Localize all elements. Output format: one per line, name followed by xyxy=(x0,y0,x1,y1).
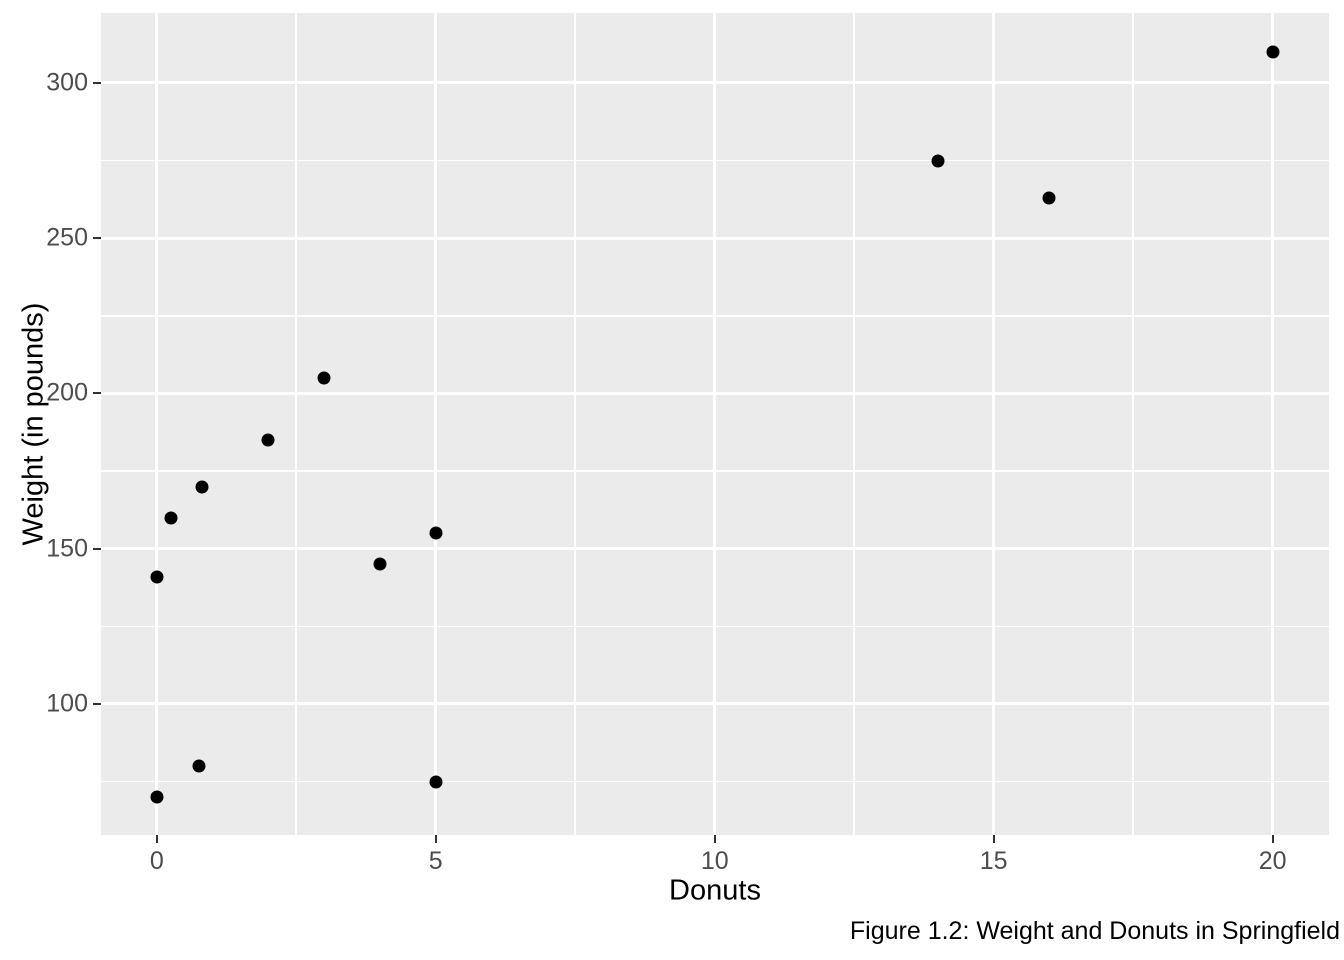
data-point xyxy=(261,433,275,447)
gridline-x-major xyxy=(434,13,438,835)
y-axis-tick-label: 300 xyxy=(46,68,88,97)
x-axis-tick xyxy=(155,835,158,843)
figure-caption: Figure 1.2: Weight and Donuts in Springf… xyxy=(849,917,1340,945)
x-axis-tick xyxy=(992,835,995,843)
x-axis-tick-label: 0 xyxy=(149,847,164,875)
gridline-x-minor xyxy=(1132,13,1134,835)
y-axis-tick-label: 150 xyxy=(46,534,88,563)
data-point xyxy=(1042,191,1056,205)
gridline-y-major xyxy=(101,236,1329,240)
y-axis-tick xyxy=(93,81,101,84)
gridline-x-major xyxy=(155,13,159,835)
gridline-x-minor xyxy=(574,13,577,835)
data-point xyxy=(931,154,945,167)
data-point xyxy=(429,775,443,789)
data-point xyxy=(1266,45,1280,59)
gridline-x-major xyxy=(713,13,717,835)
x-axis-tick-label: 15 xyxy=(979,847,1008,875)
gridline-x-major xyxy=(1271,13,1275,835)
y-axis-tick-label: 200 xyxy=(46,378,88,407)
x-axis-title: Donuts xyxy=(669,874,761,907)
data-point xyxy=(373,557,387,571)
x-axis-tick-label: 5 xyxy=(428,847,443,875)
y-axis-tick xyxy=(93,392,101,395)
gridline-y-major xyxy=(101,702,1329,706)
data-point xyxy=(317,371,331,385)
gridline-y-major xyxy=(101,547,1329,551)
data-point xyxy=(150,790,164,804)
data-point xyxy=(195,480,209,494)
plot-panel xyxy=(101,13,1329,835)
x-axis-tick-label: 10 xyxy=(700,847,729,875)
gridline-y-major xyxy=(101,391,1329,395)
y-axis-tick xyxy=(93,547,101,550)
gridline-x-minor xyxy=(853,13,855,835)
x-axis-tick xyxy=(713,835,716,843)
x-axis-tick xyxy=(434,835,437,843)
data-point xyxy=(150,570,164,584)
y-axis-tick-label: 100 xyxy=(46,689,88,718)
data-point xyxy=(429,526,443,540)
gridline-x-major xyxy=(992,13,996,835)
data-point xyxy=(164,511,178,525)
x-axis-tick-label: 20 xyxy=(1258,847,1287,875)
gridline-y-major xyxy=(101,81,1329,85)
y-axis-tick xyxy=(93,237,101,240)
data-point xyxy=(192,759,206,773)
y-axis-title: Weight (in pounds) xyxy=(17,302,50,546)
y-axis-tick-label: 250 xyxy=(46,223,88,252)
y-axis-tick xyxy=(93,702,101,705)
gridline-x-minor xyxy=(295,13,298,835)
x-axis-tick xyxy=(1271,835,1274,843)
